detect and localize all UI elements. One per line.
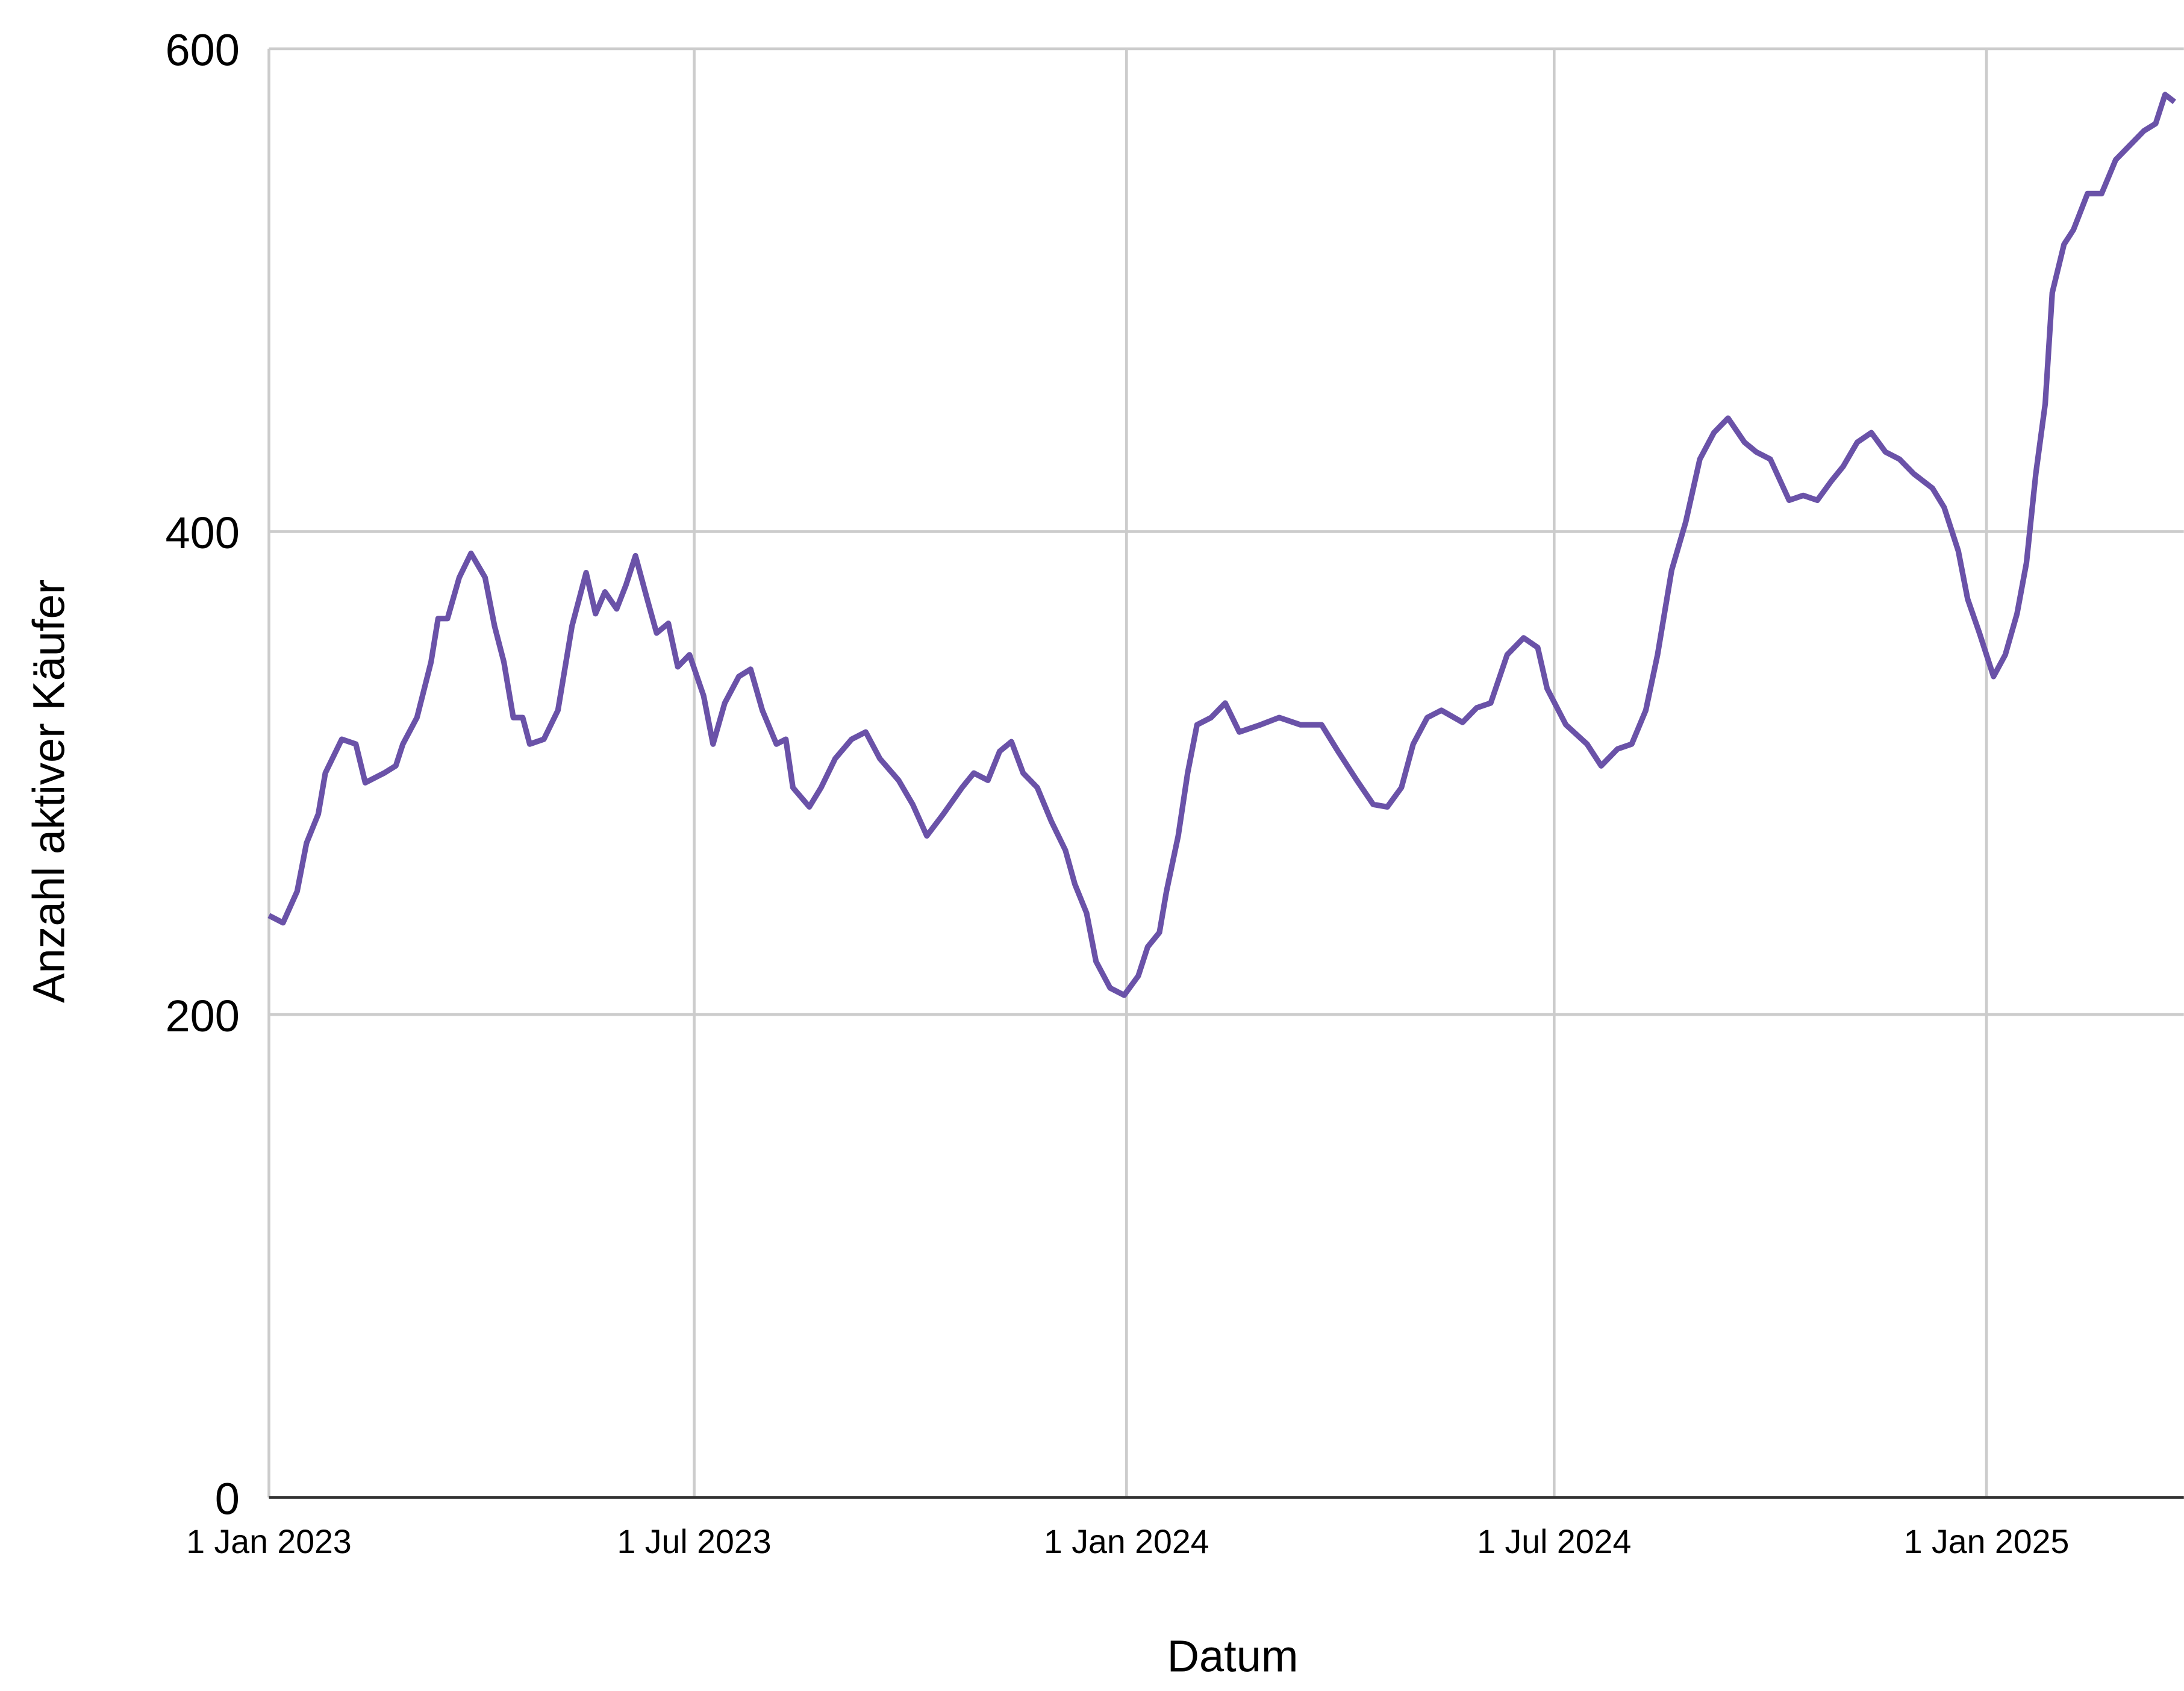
- labels: 0 200 400 600 1 Jan 2023 1 Jul 2023 1 Jan 2024…: [165, 25, 2069, 1560]
- grid: [267, 47, 2184, 1499]
- line-series: [267, 92, 2176, 998]
- y-tick-label: 600: [165, 25, 239, 75]
- x-tick-label: 1 Jul 2024: [1477, 1523, 1631, 1560]
- y-tick-label: 200: [165, 991, 239, 1041]
- marks: [267, 92, 2176, 998]
- x-axis-title: Datum: [1167, 1631, 1299, 1681]
- x-tick-label: 1 Jan 2025: [1904, 1523, 2070, 1560]
- y-axis-title: Anzahl aktiver Käufer: [24, 580, 74, 1003]
- x-tick-label: 1 Jan 2024: [1044, 1523, 1209, 1560]
- x-tick-label: 1 Jul 2023: [617, 1523, 772, 1560]
- y-tick-label: 0: [215, 1474, 240, 1524]
- y-tick-label: 400: [165, 508, 239, 558]
- x-tick-label: 1 Jan 2023: [186, 1523, 352, 1560]
